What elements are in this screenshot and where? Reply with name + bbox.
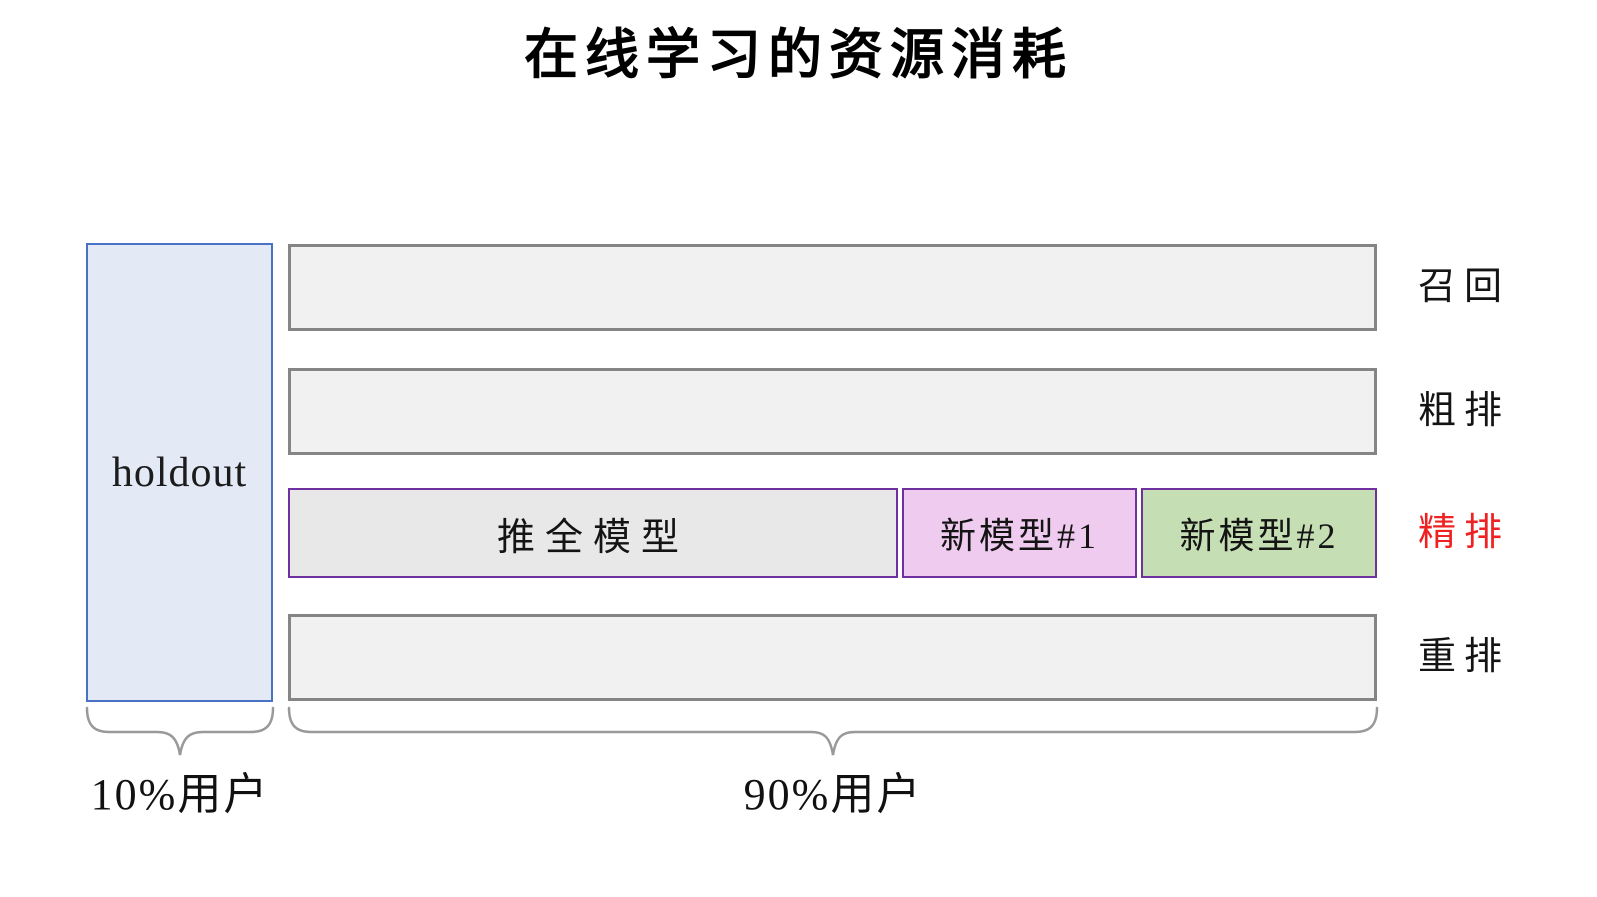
holdout-label: holdout (111, 449, 248, 496)
segment-new-model-1: 新模型#1 (902, 488, 1137, 578)
holdout-box: holdout (86, 243, 273, 702)
online-traffic-label: 90%用户 (743, 770, 923, 819)
stage-label-recall: 召回 (1418, 266, 1511, 308)
segment-new-model-1-label: 新模型#1 (939, 516, 1099, 556)
bar-coarse-rank (288, 368, 1377, 455)
stage-label-rerank: 重排 (1418, 636, 1511, 678)
bar-recall (288, 244, 1377, 331)
stage-label-coarse-rank: 粗排 (1418, 390, 1511, 432)
holdout-traffic-label: 10%用户 (90, 770, 270, 819)
segment-full-deployed-model-label: 推全模型 (496, 516, 689, 559)
diagram-title: 在线学习的资源消耗 (524, 25, 1073, 85)
stage-label-fine-rank: 精排 (1418, 512, 1511, 554)
segment-full-deployed-model: 推全模型 (288, 488, 898, 578)
holdout-underbrace (85, 706, 275, 756)
segment-new-model-2-label: 新模型#2 (1179, 516, 1339, 556)
online-traffic-underbrace (287, 706, 1379, 756)
bar-rerank (288, 614, 1377, 701)
segment-new-model-2: 新模型#2 (1141, 488, 1377, 578)
